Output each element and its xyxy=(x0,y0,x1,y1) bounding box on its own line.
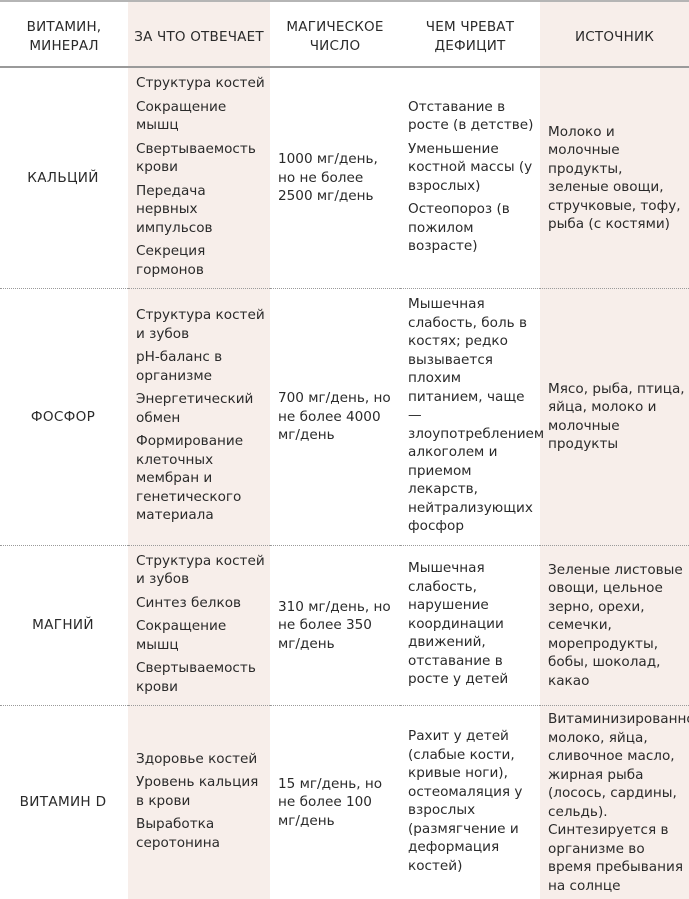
function-item: Сокращение мышц xyxy=(136,617,266,654)
deficit-cell: Рахит у детей (слабые кости, кривые ноги… xyxy=(400,706,540,899)
function-item: Секреция гормонов xyxy=(136,242,266,279)
function-item: Синтез белков xyxy=(136,594,266,613)
deficit-item: Мышечная слабость, боль в костях; редко … xyxy=(408,295,536,536)
function-item: Передача нервных импульсов xyxy=(136,182,266,238)
nutrient-name: ФОСФОР xyxy=(0,289,128,546)
source-cell: Витаминизированное молоко, яйца, сливочн… xyxy=(540,706,689,899)
function-item: Структура костей xyxy=(136,74,266,93)
function-item: Формирование клеточных мембран и генетич… xyxy=(136,432,266,525)
dose-cell: 1000 мг/день, но не более 2500 мг/день xyxy=(270,67,400,289)
nutrient-name: МАГНИЙ xyxy=(0,545,128,706)
source-cell: Зеленые листовые овощи, цельное зерно, о… xyxy=(540,545,689,706)
function-cell: Здоровье костей Уровень кальция в крови Вы… xyxy=(128,706,270,899)
function-cell: Структура костей Сокращение мышц Свертывае… xyxy=(128,67,270,289)
function-cell: Структура костей и зубов Синтез белков Сок… xyxy=(128,545,270,706)
deficit-item: Остеопороз (в пожилом возрасте) xyxy=(408,200,536,256)
dose-cell: 15 мг/день, но не более 100 мг/день xyxy=(270,706,400,899)
deficit-item: Мышечная слабость, нарушение координации… xyxy=(408,559,536,689)
function-item: Свертываемость крови xyxy=(136,659,266,696)
function-cell: Структура костей и зубов pH-баланс в орга… xyxy=(128,289,270,546)
deficit-item: Уменьшение костной массы (у взрослых) xyxy=(408,140,536,196)
dose-cell: 310 мг/день, но не более 350 мг/день xyxy=(270,545,400,706)
header-nutrient: ВИТАМИН, МИНЕРАЛ xyxy=(0,1,128,67)
dose-cell: 700 мг/день, но не более 4000 мг/день xyxy=(270,289,400,546)
deficit-cell: Мышечная слабость, боль в костях; редко … xyxy=(400,289,540,546)
deficit-cell: Отставание в росте (в детстве) Уменьшение… xyxy=(400,67,540,289)
function-item: Свертываемость крови xyxy=(136,140,266,177)
source-cell: Мясо, рыба, птица, яйца, молоко и молочн… xyxy=(540,289,689,546)
deficit-item: Отставание в росте (в детстве) xyxy=(408,98,536,135)
function-item: Структура костей и зубов xyxy=(136,552,266,589)
nutrient-name: ВИТАМИН D xyxy=(0,706,128,899)
table-row: КАЛЬЦИЙ Структура костей Сокращение мышц Св… xyxy=(0,67,689,289)
function-item: pH-баланс в организме xyxy=(136,348,266,385)
header-deficit: ЧЕМ ЧРЕВАТ ДЕФИЦИТ xyxy=(400,1,540,67)
deficit-item: Рахит у детей (слабые кости, кривые ноги… xyxy=(408,727,536,875)
function-item: Сокращение мышц xyxy=(136,98,266,135)
source-cell: Молоко и молочные продукты, зеленые овощ… xyxy=(540,67,689,289)
header-row: ВИТАМИН, МИНЕРАЛ ЗА ЧТО ОТВЕЧАЕТ МАГИЧЕС… xyxy=(0,1,689,67)
function-item: Уровень кальция в крови xyxy=(136,773,266,810)
function-item: Энергетический обмен xyxy=(136,390,266,427)
table-row: ВИТАМИН D Здоровье костей Уровень кальция … xyxy=(0,706,689,899)
header-source: ИСТОЧНИК xyxy=(540,1,689,67)
function-item: Здоровье костей xyxy=(136,750,266,769)
header-dose: МАГИЧЕСКОЕ ЧИСЛО xyxy=(270,1,400,67)
deficit-cell: Мышечная слабость, нарушение координации… xyxy=(400,545,540,706)
function-item: Структура костей и зубов xyxy=(136,306,266,343)
nutrient-name: КАЛЬЦИЙ xyxy=(0,67,128,289)
header-function: ЗА ЧТО ОТВЕЧАЕТ xyxy=(128,1,270,67)
function-item: Выработка серотонина xyxy=(136,815,266,852)
